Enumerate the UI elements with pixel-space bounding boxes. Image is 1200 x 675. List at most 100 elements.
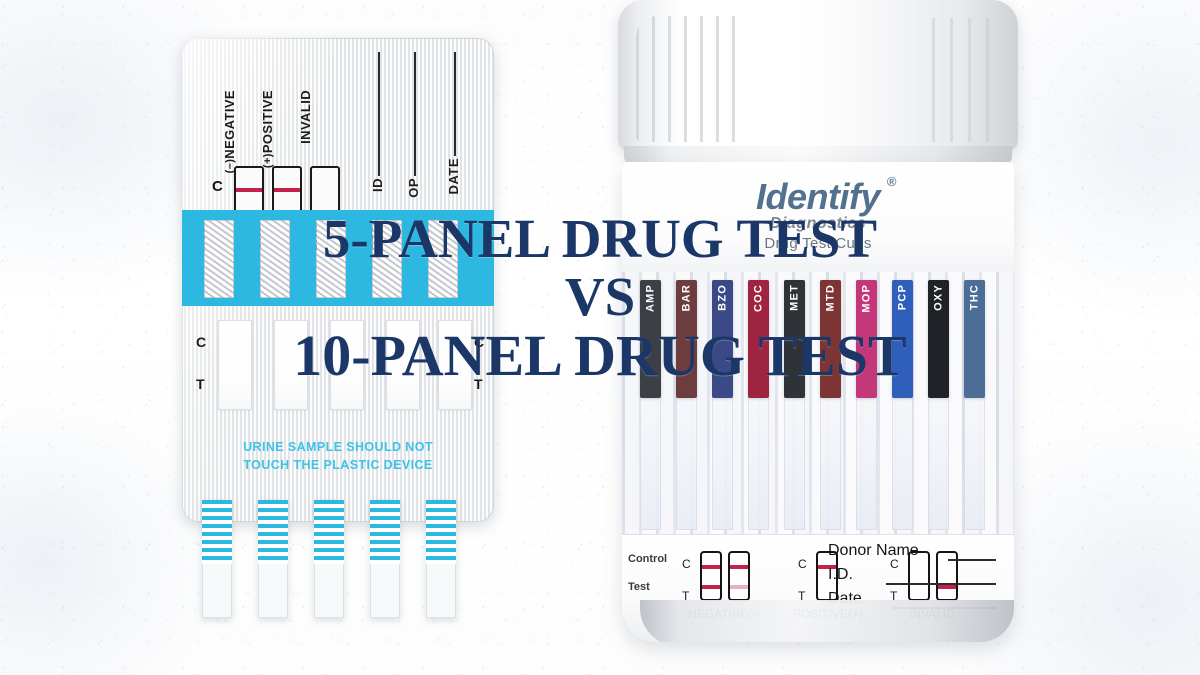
cup-negative-ct-labels: C T — [682, 557, 691, 603]
legend-band-control — [236, 188, 262, 192]
card-left-ct-labels: C T — [196, 334, 206, 392]
legend-control-letter: C — [212, 178, 223, 195]
donor-id-row[interactable]: I.D. — [828, 566, 996, 590]
cup-test-label: Test — [628, 581, 650, 593]
dipstick-wave-pattern — [258, 500, 288, 564]
card-dipstick — [314, 500, 344, 618]
cup-brand-label: Identify ® Diagnostics Drug Test Cups — [622, 162, 1014, 272]
card-warning-line-2: TOUCH THE PLASTIC DEVICE — [243, 458, 433, 472]
cup-strip-zone: AMP BAR BZO COC MET MTD MOP — [622, 272, 1014, 534]
drug-strip-thc: THC — [964, 280, 985, 398]
card-result-window-row: C T C T — [182, 320, 494, 416]
donor-id-label: I.D. — [828, 566, 853, 583]
drug-strip-coc: COC — [748, 280, 769, 398]
cup-lid-grip-ribs — [636, 16, 744, 142]
card-warning-note: URINE SAMPLE SHOULD NOT TOUCH THE PLASTI… — [182, 438, 494, 474]
cup-control-label: Control — [628, 553, 668, 565]
date-label: DATE — [446, 158, 461, 195]
legend-invalid-label: INVALID — [298, 90, 313, 144]
drug-strip-bzo: BZO — [712, 280, 733, 398]
card-strip-top-bar: BAR — [316, 220, 346, 298]
cup-invalid-control-letter: C — [890, 557, 899, 571]
cup-invalid-ct-labels: C T — [890, 557, 899, 603]
card-dipstick — [258, 500, 288, 618]
cup-invalid-window-2 — [936, 551, 958, 601]
op-rule — [414, 52, 416, 176]
drug-strip-code-thc: THC — [968, 284, 980, 311]
five-panel-test-card: (–)NEGATIVE (+)POSITIVE INVALID C T ID — [182, 38, 494, 525]
cup-negative-test-letter: T — [682, 589, 690, 603]
card-dipstick — [202, 500, 232, 618]
brand-subtitle: Diagnostics — [769, 215, 867, 232]
drug-strip-code-met: MET — [788, 284, 800, 311]
drug-strip-code-coc: COC — [752, 284, 764, 313]
drug-strip-oxy: OXY — [928, 280, 949, 398]
drug-strip-amp: AMP — [640, 280, 661, 398]
drug-strip-code-pcp: PCP — [896, 284, 908, 311]
card-left-control-letter: C — [196, 334, 207, 350]
brand-logo: Identify ® Diagnostics Drug Test Cups — [622, 174, 1014, 252]
id-rule — [378, 52, 380, 176]
drug-strip-met: MET — [784, 280, 805, 398]
cup-band-control — [730, 565, 748, 569]
card-write-in-fields: ID OP DATE — [368, 46, 488, 206]
donor-name-label: Donor Name — [828, 542, 919, 559]
brand-name: Identify ® — [755, 174, 897, 218]
donor-id-rule — [886, 583, 996, 585]
drug-strip-code-mop: MOP — [860, 284, 872, 313]
legend-band-control — [274, 188, 300, 192]
brand-tagline: Drug Test Cups — [764, 235, 872, 252]
donor-name-rule — [948, 559, 996, 561]
drug-strip-code-oxy: OXY — [932, 284, 944, 311]
drug-strip-mtd: MTD — [820, 280, 841, 398]
card-strip-top-bzo: BZO — [372, 220, 402, 298]
card-cyan-band: MOP OXY BAR BZO BUP — [182, 210, 494, 306]
cup-lid[interactable] — [618, 0, 1018, 152]
legend-negative-text: NEGATIVE — [222, 90, 237, 159]
card-result-window — [386, 320, 420, 410]
brand-name-text: Identify — [755, 176, 881, 217]
dipstick-wave-pattern — [370, 500, 400, 564]
card-result-window — [218, 320, 252, 410]
cup-positive-test-letter: T — [798, 589, 806, 603]
cup-band-test — [702, 585, 720, 589]
legend-negative-label: (–)NEGATIVE — [222, 90, 237, 173]
donor-name-row[interactable]: Donor Name — [828, 542, 996, 566]
drug-strip-code-bar: BAR — [680, 284, 692, 312]
cup-lid-grip-ribs — [932, 18, 1002, 142]
card-warning-line-1: URINE SAMPLE SHOULD NOT — [243, 440, 433, 454]
drug-strip-mop: MOP — [856, 280, 877, 398]
registered-trademark-icon: ® — [886, 174, 897, 189]
card-strip-code-bzo: BZO — [372, 224, 376, 251]
cup-invalid-test-letter: T — [890, 589, 898, 603]
cup-body: Identify ® Diagnostics Drug Test Cups — [622, 162, 1014, 642]
card-strip-code-bar: BAR — [316, 224, 320, 251]
card-result-window — [330, 320, 364, 410]
card-strip-code-mop: MOP — [204, 224, 208, 253]
date-rule — [454, 52, 456, 156]
card-strip-code-bup: BUP — [428, 224, 432, 251]
card-strip-top-bup: BUP — [428, 220, 458, 298]
cup-base-rim — [640, 600, 1014, 642]
legend-invalid-text: INVALID — [298, 90, 313, 144]
cup-negative-window-1 — [700, 551, 722, 601]
cup-positive-control-letter: C — [798, 557, 807, 571]
card-right-ct-labels: C T — [474, 334, 484, 392]
card-result-window — [438, 320, 472, 410]
drug-strip-code-amp: AMP — [644, 284, 656, 313]
drug-strip-code-bzo: BZO — [716, 284, 728, 311]
card-strip-code-oxy: OXY — [260, 224, 264, 251]
cup-band-control — [702, 565, 720, 569]
cup-band-control — [818, 565, 836, 569]
dipstick-wave-pattern — [314, 500, 344, 564]
cup-band-test-faint — [730, 585, 748, 589]
card-right-control-letter: C — [474, 334, 485, 350]
dipstick-wave-pattern — [202, 500, 232, 564]
op-label: OP — [406, 178, 421, 198]
cup-band-test — [938, 585, 956, 589]
card-left-test-letter: T — [196, 376, 205, 392]
ten-panel-test-cup: Identify ® Diagnostics Drug Test Cups — [608, 0, 1028, 660]
drug-strip-code-mtd: MTD — [824, 284, 836, 312]
card-dipstick — [426, 500, 456, 618]
